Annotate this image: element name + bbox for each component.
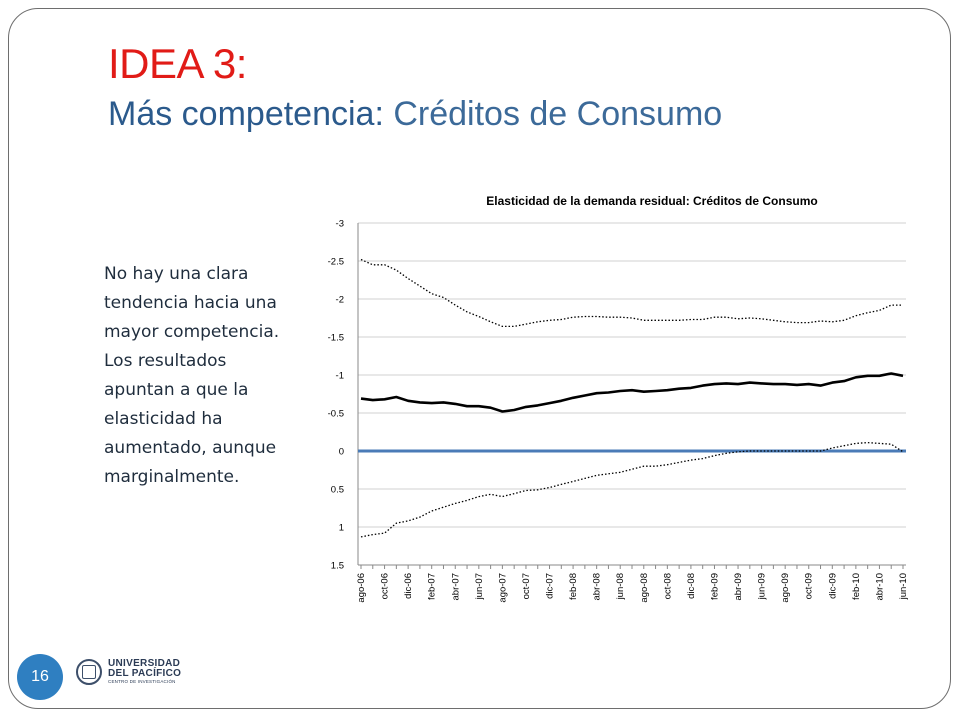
y-tick-label: -2.5 — [328, 257, 344, 268]
x-tick-label: jun-10 — [898, 573, 909, 600]
slide-title: IDEA 3: — [108, 40, 247, 87]
y-tick-label: 0 — [339, 447, 344, 458]
series-lower-bound-line — [360, 441, 904, 538]
y-tick-label: 1.5 — [331, 561, 344, 572]
x-tick-label: ago-09 — [780, 573, 791, 603]
x-tick-label: oct-07 — [521, 573, 532, 599]
x-tick-label: abr-09 — [733, 573, 744, 600]
x-tick-label: dic-07 — [545, 573, 556, 599]
slide-frame — [8, 8, 951, 709]
x-tick-label: abr-07 — [450, 573, 461, 600]
logo-line-1: UNIVERSIDAD — [108, 658, 181, 669]
x-tick-label: dic-06 — [403, 573, 414, 599]
x-tick-label: ago-07 — [497, 573, 508, 603]
seal-icon — [76, 659, 102, 685]
logo-line-3: CENTRO DE INVESTIGACIÓN — [108, 679, 176, 684]
page-number: 16 — [17, 654, 63, 700]
x-tick-label: dic-08 — [686, 573, 697, 599]
x-tick-label: abr-10 — [874, 573, 885, 600]
subtitle-rest: Créditos de Consumo — [383, 95, 723, 133]
y-tick-label: -1 — [336, 371, 344, 382]
subtitle-bold: Más competencia: — [108, 95, 384, 133]
university-logo: UNIVERSIDAD DEL PACÍFICO CENTRO DE INVES… — [76, 659, 181, 685]
x-tick-label: jun-08 — [615, 573, 626, 600]
x-tick-label: ago-06 — [356, 573, 367, 603]
x-tick-label: dic-09 — [827, 573, 838, 599]
x-tick-label: oct-09 — [804, 573, 815, 599]
y-tick-label: -0.5 — [328, 409, 344, 420]
slide-subtitle: Más competencia: Créditos de Consumo — [108, 95, 722, 134]
y-tick-label: 0.5 — [331, 485, 344, 496]
x-tick-label: oct-08 — [662, 573, 673, 599]
x-tick-label: feb-09 — [709, 573, 720, 600]
y-tick-label: -1.5 — [328, 333, 344, 344]
x-tick-label: abr-08 — [592, 573, 603, 600]
elasticity-chart: Elasticidad de la demanda residual: Créd… — [328, 194, 909, 603]
x-tick-label: feb-10 — [851, 573, 862, 600]
x-tick-label: feb-07 — [427, 573, 438, 600]
x-tick-label: feb-08 — [568, 573, 579, 600]
y-tick-label: -3 — [336, 219, 344, 230]
y-tick-label: -2 — [336, 295, 344, 306]
series-upper-bound-line — [360, 258, 903, 328]
x-tick-label: ago-08 — [639, 573, 650, 603]
body-text: No hay una clara tendencia hacia una may… — [104, 264, 280, 487]
y-tick-label: 1 — [339, 523, 344, 534]
series-elasticity-line — [360, 372, 904, 413]
x-tick-label: jun-09 — [757, 573, 768, 600]
x-tick-label: oct-06 — [380, 573, 391, 599]
x-tick-label: jun-07 — [474, 573, 485, 600]
logo-line-2: DEL PACÍFICO — [108, 668, 182, 679]
chart-title: Elasticidad de la demanda residual: Créd… — [486, 194, 817, 208]
